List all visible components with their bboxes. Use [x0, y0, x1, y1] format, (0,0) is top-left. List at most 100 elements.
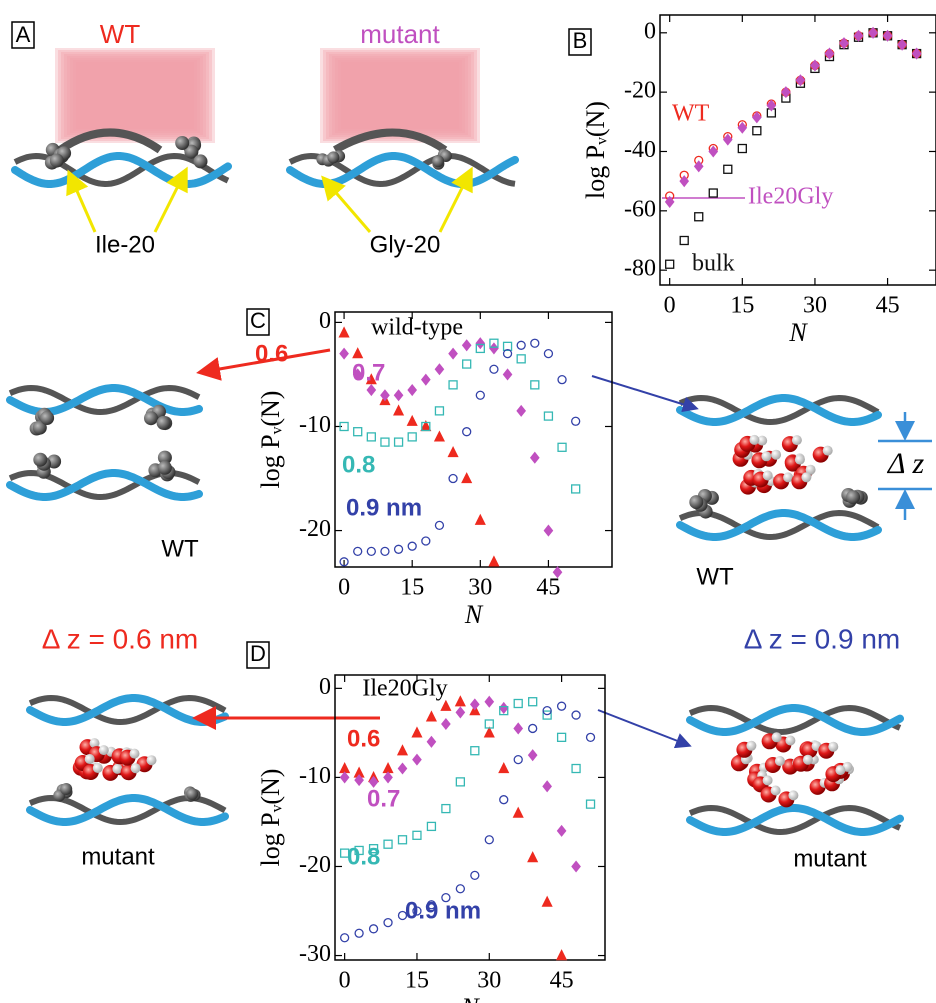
- marker: [531, 339, 539, 347]
- marker: [456, 885, 464, 893]
- x-tick-label: 45: [550, 968, 574, 994]
- x-tick-label: 45: [876, 293, 900, 319]
- y-tick-label: 0: [644, 18, 656, 44]
- atom: [689, 495, 703, 509]
- marker: [354, 547, 362, 555]
- marker: [449, 349, 457, 359]
- atom: [327, 151, 339, 163]
- marker: [441, 701, 450, 710]
- y-tick-label: -40: [624, 137, 656, 163]
- marker: [449, 475, 457, 483]
- marker: [557, 951, 566, 960]
- structure-label: mutant: [793, 845, 867, 872]
- x-tick-label: 30: [803, 293, 827, 319]
- marker: [489, 557, 498, 566]
- water-h: [99, 745, 109, 755]
- marker: [753, 127, 761, 135]
- atom: [157, 416, 171, 430]
- marker: [485, 836, 493, 844]
- water-h: [772, 732, 782, 742]
- atom: [60, 783, 72, 795]
- atom: [144, 411, 158, 425]
- water-h: [803, 755, 813, 765]
- marker: [514, 756, 522, 764]
- marker: [463, 360, 471, 368]
- water-h: [763, 471, 773, 481]
- marker: [408, 416, 417, 425]
- marker: [456, 697, 465, 706]
- water-h: [147, 755, 157, 765]
- marker: [543, 897, 552, 906]
- atom: [846, 490, 860, 504]
- marker: [514, 723, 522, 733]
- marker: [531, 381, 539, 389]
- residue-label: Ile-20: [95, 231, 155, 258]
- water-h: [771, 450, 781, 460]
- series-label: WT: [672, 101, 710, 127]
- x-axis-label: N: [464, 600, 484, 629]
- y-tick-label: -30: [299, 941, 331, 967]
- dz-symbol: Δ z: [887, 447, 925, 480]
- marker: [709, 189, 717, 197]
- water-h: [785, 736, 795, 746]
- marker: [435, 432, 444, 441]
- marker: [724, 135, 732, 145]
- atom: [40, 411, 54, 425]
- marker: [408, 542, 416, 550]
- marker: [394, 406, 403, 415]
- marker: [738, 123, 746, 133]
- marker: [427, 712, 436, 721]
- marker: [558, 733, 566, 741]
- y-axis-label: log Pᵥ(N): [256, 391, 285, 489]
- marker: [680, 236, 688, 244]
- series-label: Ile20Gly: [748, 184, 833, 210]
- y-tick-label: -20: [624, 78, 656, 104]
- atom: [50, 154, 64, 168]
- y-tick-label: -10: [299, 763, 331, 789]
- y-tick-label: -60: [624, 196, 656, 222]
- marker: [398, 746, 407, 755]
- x-axis-label: N: [788, 318, 808, 347]
- x-tick-label: 30: [477, 968, 501, 994]
- series-label: 0.8: [347, 843, 380, 870]
- water-h: [746, 741, 756, 751]
- series-label: 0.6: [255, 340, 288, 367]
- series-label: 0.7: [352, 359, 385, 386]
- marker: [738, 145, 746, 153]
- marker: [435, 364, 443, 374]
- marker: [340, 328, 349, 337]
- marker: [485, 697, 493, 707]
- marker: [384, 840, 392, 848]
- marker: [517, 355, 525, 363]
- structure-label: WT: [696, 563, 734, 590]
- water-h: [771, 786, 781, 796]
- atom: [186, 788, 198, 800]
- marker: [463, 428, 471, 436]
- marker: [572, 765, 580, 773]
- atom: [158, 461, 172, 475]
- marker: [463, 340, 471, 350]
- marker: [340, 764, 349, 773]
- x-tick-label: 0: [339, 968, 351, 994]
- atom: [33, 453, 47, 467]
- marker: [456, 778, 464, 786]
- x-tick-label: 15: [405, 968, 429, 994]
- series-label: bulk: [692, 251, 735, 277]
- marker: [666, 260, 674, 268]
- y-axis-label: log Pᵥ(N): [581, 101, 610, 199]
- marker: [499, 764, 508, 773]
- marker: [514, 700, 522, 708]
- marker: [709, 146, 717, 156]
- marker: [544, 526, 552, 536]
- marker: [399, 836, 407, 844]
- marker: [340, 349, 348, 359]
- marker: [384, 764, 393, 773]
- marker: [353, 349, 362, 358]
- marker: [572, 417, 580, 425]
- marker: [529, 724, 537, 732]
- marker: [514, 808, 523, 817]
- marker: [558, 443, 566, 451]
- y-tick-label: -10: [299, 412, 331, 438]
- x-tick-label: 0: [664, 293, 676, 319]
- marker: [384, 919, 392, 927]
